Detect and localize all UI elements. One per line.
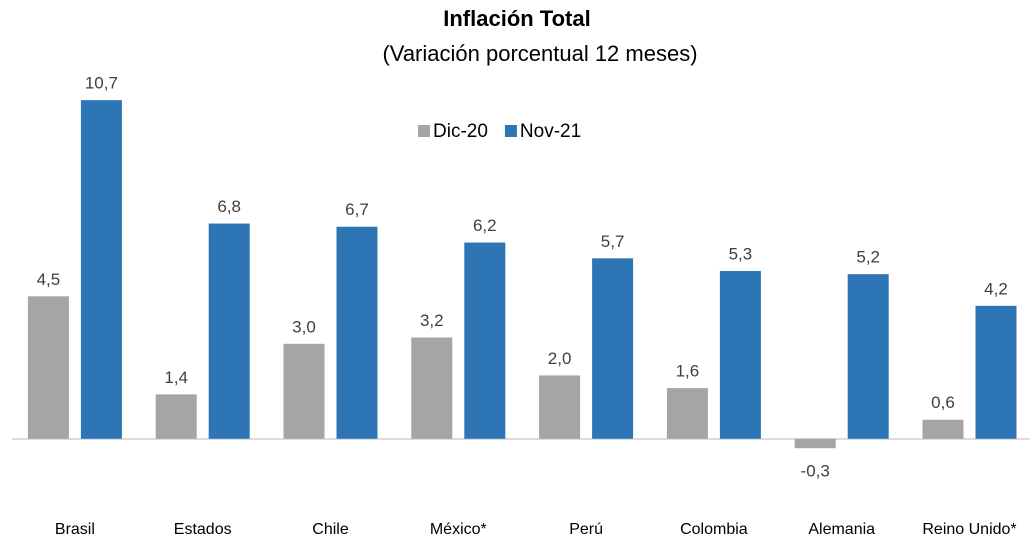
legend-swatch: [418, 125, 430, 137]
bar: [539, 375, 581, 439]
value-label: 1,4: [164, 368, 188, 387]
x-tick-label: Brasil: [55, 521, 95, 538]
value-label: 5,3: [729, 244, 753, 263]
bar: [666, 388, 708, 439]
bar: [411, 337, 453, 439]
bar: [464, 242, 506, 439]
x-tick-label: Chile: [312, 521, 349, 538]
value-label: 10,7: [85, 74, 118, 93]
value-label: 2,0: [548, 349, 572, 368]
bar: [80, 100, 122, 439]
x-tick-label: Estados: [174, 521, 232, 538]
legend-label: Dic-20: [433, 121, 488, 142]
bar: [719, 271, 761, 439]
value-label: 4,2: [984, 279, 1008, 298]
x-tick-label: México*: [430, 521, 487, 538]
bar: [27, 296, 69, 439]
bar: [922, 419, 964, 439]
bar: [975, 305, 1017, 439]
value-label: 5,2: [856, 248, 880, 267]
bar: [794, 438, 836, 449]
value-label: 5,7: [601, 232, 625, 251]
legend-label: Nov-21: [520, 121, 581, 142]
chart-title: Inflación Total: [443, 6, 590, 31]
value-label: 6,8: [217, 197, 241, 216]
bar: [847, 274, 889, 439]
value-label: 0,6: [931, 393, 955, 412]
x-tick-label: Colombia: [680, 521, 748, 538]
value-label: 3,0: [292, 317, 316, 336]
bar: [336, 226, 378, 439]
value-label: 6,2: [473, 216, 497, 235]
value-label: 4,5: [37, 270, 61, 289]
chart-subtitle: (Variación porcentual 12 meses): [382, 41, 697, 66]
bar: [283, 343, 325, 439]
value-label: 3,2: [420, 311, 444, 330]
value-label: 6,7: [345, 200, 369, 219]
value-label: 1,6: [676, 362, 700, 381]
bar: [155, 394, 197, 439]
bar: [208, 223, 250, 439]
x-tick-label: Alemania: [808, 521, 875, 538]
x-tick-label: Perú: [569, 521, 603, 538]
bar: [592, 258, 634, 439]
legend-swatch: [504, 125, 517, 137]
value-label: -0,3: [801, 462, 830, 481]
x-tick-label: Reino Unido*: [922, 521, 1016, 538]
